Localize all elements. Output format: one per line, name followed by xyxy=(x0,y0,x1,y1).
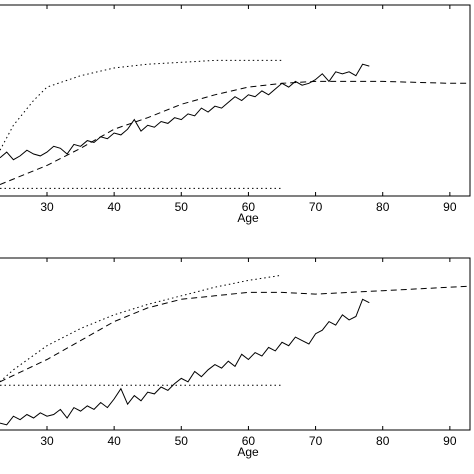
x-axis-label: Age xyxy=(237,445,259,459)
x-tick-label: 60 xyxy=(242,200,256,214)
plot-area xyxy=(0,59,470,189)
line-series xyxy=(0,274,283,383)
plot-frame xyxy=(0,257,471,431)
x-tick-label: 50 xyxy=(175,200,189,214)
line-series xyxy=(0,285,470,383)
line-series xyxy=(0,59,282,151)
plot-frame xyxy=(0,4,471,197)
x-tick-label: 80 xyxy=(376,434,390,448)
x-tick-label: 90 xyxy=(443,434,457,448)
x-tick-label: 30 xyxy=(40,434,54,448)
line-series xyxy=(0,80,470,185)
x-tick-label: 80 xyxy=(376,200,390,214)
line-series xyxy=(0,63,370,161)
x-tick-label: 50 xyxy=(175,434,189,448)
x-tick-label: 90 xyxy=(443,200,457,214)
x-tick-label: 30 xyxy=(40,200,54,214)
x-tick-label: 70 xyxy=(309,200,323,214)
x-tick-label: 70 xyxy=(309,434,323,448)
x-tick-label: 40 xyxy=(107,200,121,214)
x-tick-label: 40 xyxy=(107,434,121,448)
x-tick-label: 60 xyxy=(242,434,256,448)
line-series xyxy=(0,298,370,426)
plot-area xyxy=(0,274,470,426)
x-axis-label: Age xyxy=(237,211,259,225)
